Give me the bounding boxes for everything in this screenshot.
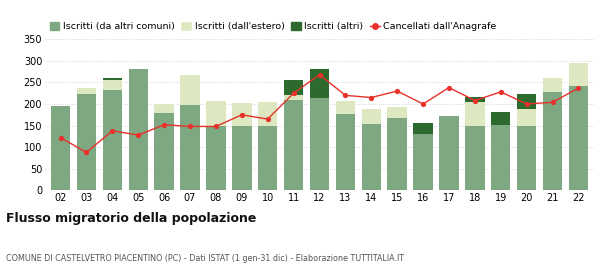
Bar <box>335 113 355 190</box>
Bar <box>206 101 226 126</box>
Bar <box>284 80 304 95</box>
Bar <box>413 123 433 134</box>
Bar <box>103 90 122 190</box>
Bar <box>362 109 381 124</box>
Bar <box>465 126 485 190</box>
Bar <box>154 113 174 190</box>
Bar <box>232 126 251 190</box>
Bar <box>77 94 96 190</box>
Bar <box>491 125 511 190</box>
Bar <box>517 94 536 109</box>
Bar <box>413 134 433 190</box>
Bar <box>543 92 562 190</box>
Bar <box>103 80 122 90</box>
Bar <box>258 102 277 127</box>
Text: COMUNE DI CASTELVETRO PIACENTINO (PC) - Dati ISTAT (1 gen-31 dic) - Elaborazione: COMUNE DI CASTELVETRO PIACENTINO (PC) - … <box>6 254 404 263</box>
Bar <box>232 103 251 126</box>
Bar <box>543 78 562 92</box>
Bar <box>154 104 174 113</box>
Bar <box>310 97 329 190</box>
Bar <box>103 78 122 80</box>
Bar <box>181 105 200 190</box>
Bar <box>284 95 304 100</box>
Bar <box>181 76 200 105</box>
Bar <box>491 112 511 125</box>
Bar <box>517 109 536 126</box>
Bar <box>206 126 226 190</box>
Bar <box>465 102 485 126</box>
Bar <box>258 127 277 190</box>
Bar <box>284 100 304 190</box>
Bar <box>51 106 70 190</box>
Bar <box>388 108 407 118</box>
Bar <box>517 126 536 190</box>
Bar <box>569 86 588 190</box>
Text: Flusso migratorio della popolazione: Flusso migratorio della popolazione <box>6 213 256 225</box>
Bar <box>362 124 381 190</box>
Bar <box>569 63 588 86</box>
Bar <box>465 97 485 102</box>
Bar <box>388 118 407 190</box>
Bar <box>77 88 96 94</box>
Bar <box>310 69 329 97</box>
Bar <box>128 69 148 190</box>
Bar <box>335 101 355 113</box>
Bar <box>439 116 458 190</box>
Legend: Iscritti (da altri comuni), Iscritti (dall'estero), Iscritti (altri), Cancellati: Iscritti (da altri comuni), Iscritti (da… <box>50 22 497 31</box>
